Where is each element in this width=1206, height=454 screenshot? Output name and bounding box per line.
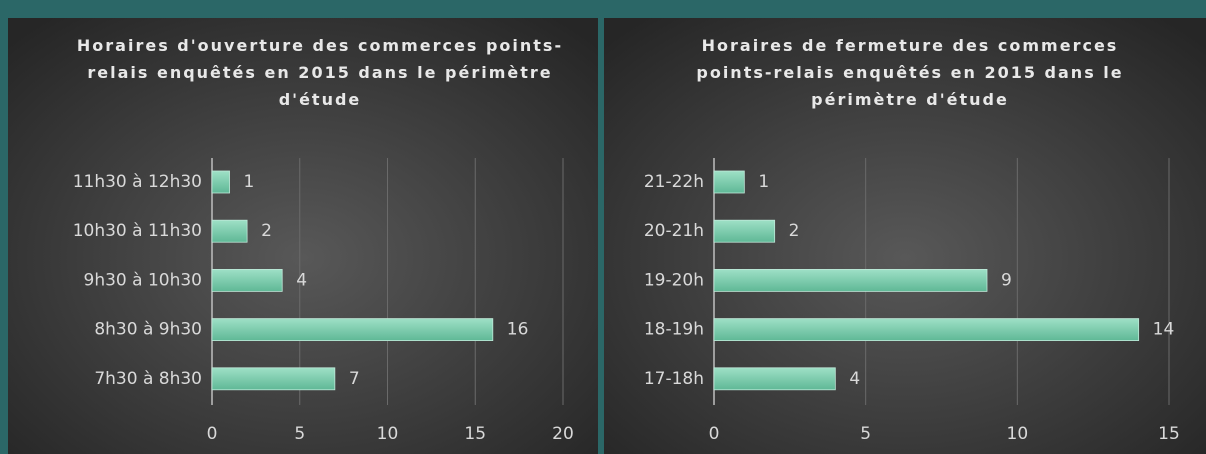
chart-title: Horaires d'ouverture des commerces point… <box>76 36 564 109</box>
bar <box>211 219 248 243</box>
bar <box>713 268 988 292</box>
data-label: 1 <box>244 172 255 192</box>
y-tick-label: 19-20h <box>644 270 704 290</box>
data-label: 14 <box>1153 320 1175 340</box>
bar <box>211 268 283 292</box>
data-label: 4 <box>296 270 307 290</box>
bar <box>713 219 776 243</box>
x-tick-label: 0 <box>207 424 218 444</box>
y-tick-label: 10h30 à 11h30 <box>73 221 202 241</box>
data-label: 4 <box>849 369 860 389</box>
y-tick-label: 11h30 à 12h30 <box>73 172 202 192</box>
bar <box>713 170 745 194</box>
x-tick-label: 0 <box>709 424 720 444</box>
bar <box>211 367 336 391</box>
bar <box>713 318 1140 342</box>
title-box: Horaires d'ouverture des commerces point… <box>76 36 564 109</box>
panel <box>604 18 1206 454</box>
y-tick-label: 17-18h <box>644 369 704 389</box>
y-tick-label: 8h30 à 9h30 <box>94 320 202 340</box>
bar <box>713 367 836 391</box>
x-tick-label: 5 <box>860 424 871 444</box>
x-tick-label: 20 <box>552 424 574 444</box>
data-label: 16 <box>507 320 529 340</box>
chart-title: Horaires de fermeture des commerces poin… <box>696 36 1124 109</box>
data-label: 2 <box>261 221 272 241</box>
data-label: 1 <box>758 172 769 192</box>
data-label: 2 <box>789 221 800 241</box>
data-label: 9 <box>1001 270 1012 290</box>
x-tick-label: 10 <box>377 424 399 444</box>
y-tick-label: 20-21h <box>644 221 704 241</box>
x-tick-label: 5 <box>294 424 305 444</box>
x-tick-label: 15 <box>464 424 486 444</box>
y-tick-label: 9h30 à 10h30 <box>84 270 203 290</box>
bar <box>211 170 230 194</box>
y-tick-label: 7h30 à 8h30 <box>94 369 202 389</box>
x-tick-label: 15 <box>1158 424 1180 444</box>
bar <box>211 318 494 342</box>
data-label: 7 <box>349 369 360 389</box>
title-box: Horaires de fermeture des commerces poin… <box>696 36 1124 109</box>
y-tick-label: 21-22h <box>644 172 704 192</box>
y-tick-label: 18-19h <box>644 320 704 340</box>
x-tick-label: 10 <box>1007 424 1029 444</box>
